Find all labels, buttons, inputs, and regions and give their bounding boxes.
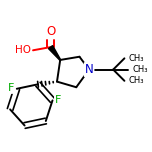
Text: HO: HO: [15, 45, 31, 55]
Text: CH₃: CH₃: [128, 54, 144, 63]
Text: CH₃: CH₃: [132, 65, 148, 74]
Polygon shape: [48, 46, 61, 60]
Text: O: O: [46, 25, 55, 38]
Text: F: F: [8, 83, 14, 93]
Text: CH₃: CH₃: [128, 76, 144, 85]
Text: N: N: [85, 63, 93, 76]
Text: F: F: [55, 95, 61, 105]
